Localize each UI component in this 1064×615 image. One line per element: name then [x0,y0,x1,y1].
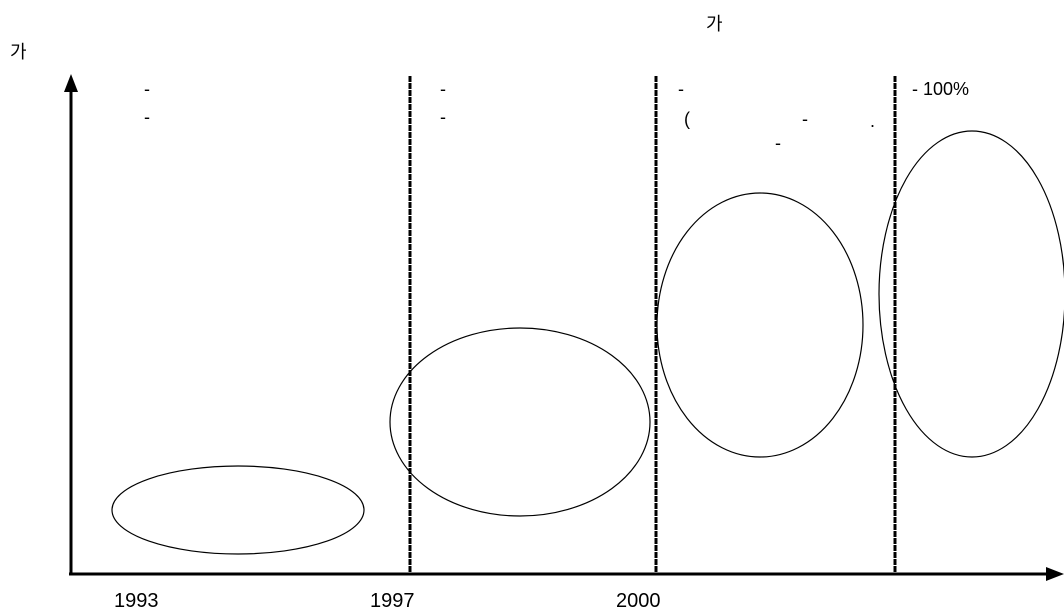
period-3-paren: ( [684,109,690,129]
x-axis-arrowhead [1046,567,1064,581]
period-ellipse-3 [656,192,864,458]
year-label-1997: 1997 [370,590,415,612]
period-3-dot: . [870,111,876,131]
period-ellipse-4 [878,130,1064,458]
period-ellipse-2 [389,327,651,517]
period-ellipse-1 [111,465,365,555]
period-2-bullet-1: - [440,79,446,99]
period-3-bullet-3: - [775,133,781,153]
period-1-bullet-2: - [144,107,150,127]
top-label: 가 [706,14,723,35]
period-2-bullet-2: - [440,107,446,127]
period-1-bullet-1: - [144,79,150,99]
y-axis-label: 가 [10,42,27,63]
y-axis-arrowhead [64,74,78,92]
period-3-bullet-1: - [678,79,684,99]
year-label-2000: 2000 [616,590,661,612]
period-3-bullet-2: - [802,109,808,129]
year-label-1993: 1993 [114,590,159,612]
period-4-bullet-1: - 100% [912,79,970,99]
